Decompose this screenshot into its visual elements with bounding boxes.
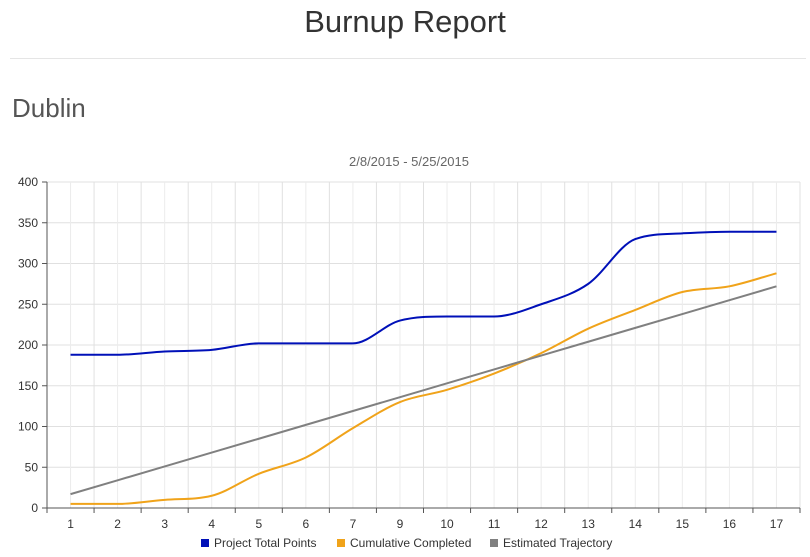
chart-title: 2/8/2015 - 5/25/2015 [349,154,469,169]
x-tick-label: 1 [67,517,74,531]
legend-label: Cumulative Completed [350,536,471,550]
legend-estimated-trajectory[interactable]: Estimated Trajectory [490,536,612,550]
data-point[interactable] [256,340,262,346]
data-point[interactable] [444,380,450,386]
data-point[interactable] [726,229,732,235]
data-point[interactable] [773,270,779,276]
section-title: Dublin [12,93,86,123]
data-point[interactable] [162,463,168,469]
data-point[interactable] [444,313,450,319]
header-divider [10,58,806,59]
y-tick-label: 250 [18,297,38,311]
data-point[interactable] [68,491,74,497]
data-point[interactable] [397,394,403,400]
data-point[interactable] [68,352,74,358]
data-point[interactable] [162,497,168,503]
data-point[interactable] [350,340,356,346]
data-point[interactable] [726,283,732,289]
x-tick-label: 9 [397,517,404,531]
data-point[interactable] [209,450,215,456]
data-point[interactable] [679,289,685,295]
data-point[interactable] [679,230,685,236]
chart-grid [47,181,801,508]
y-tick-label: 0 [31,501,38,515]
y-tick-label: 200 [18,338,38,352]
legend-label: Project Total Points [214,536,317,550]
legend-swatch [490,539,498,547]
page-title: Burnup Report [304,4,506,39]
data-point[interactable] [585,281,591,287]
data-point[interactable] [209,347,215,353]
y-tick-label: 400 [18,175,38,189]
data-point[interactable] [350,425,356,431]
x-tick-label: 2 [114,517,121,531]
legend-swatch [337,539,345,547]
legend-cumulative-completed[interactable]: Cumulative Completed [337,536,471,550]
data-point[interactable] [632,325,638,331]
y-tick-label: 50 [25,460,39,474]
x-tick-label: 12 [534,517,548,531]
x-tick-label: 7 [350,517,357,531]
x-tick-label: 5 [255,517,262,531]
data-point[interactable] [162,349,168,355]
data-point[interactable] [491,366,497,372]
x-tick-label: 14 [629,517,643,531]
legend-label: Estimated Trajectory [503,536,612,550]
data-point[interactable] [585,326,591,332]
data-point[interactable] [397,318,403,324]
cumulative-completed-line [70,272,777,505]
y-tick-label: 150 [18,379,38,393]
data-point[interactable] [538,301,544,307]
y-tick-label: 300 [18,257,38,271]
x-tick-label: 16 [723,517,737,531]
x-tick-label: 13 [582,517,596,531]
burnup-chart: 2/8/2015 - 5/25/2015 0 50 100 150 200 250 300 3… [18,154,801,550]
data-point[interactable] [444,387,450,393]
estimated-trajectory-line [70,285,777,496]
x-tick-label: 10 [440,517,454,531]
data-point[interactable] [256,471,262,477]
data-point[interactable] [491,313,497,319]
data-point[interactable] [115,352,121,358]
data-point[interactable] [303,422,309,428]
data-point[interactable] [115,477,121,483]
x-tick-label: 17 [770,517,784,531]
data-point[interactable] [632,236,638,242]
legend-swatch [201,539,209,547]
chart-legend: Project Total Points Cumulative Completed… [201,536,612,550]
data-point[interactable] [632,307,638,313]
data-point[interactable] [209,493,215,499]
data-point[interactable] [256,436,262,442]
data-point[interactable] [773,283,779,289]
legend-project-total-points[interactable]: Project Total Points [201,536,317,550]
data-point[interactable] [679,311,685,317]
data-point[interactable] [303,454,309,460]
y-tick-label: 350 [18,216,38,230]
x-tick-label: 6 [303,517,310,531]
data-point[interactable] [303,340,309,346]
chart-series [68,229,779,507]
project-total-points-line [70,230,777,356]
data-point[interactable] [773,229,779,235]
x-tick-label: 11 [488,517,501,531]
data-point[interactable] [350,408,356,414]
data-point[interactable] [585,339,591,345]
y-tick-label: 100 [18,420,38,434]
data-point[interactable] [115,501,121,507]
x-tick-label: 15 [676,517,690,531]
x-tick-label: 4 [208,517,215,531]
data-point[interactable] [68,501,74,507]
data-point[interactable] [726,297,732,303]
data-point[interactable] [538,353,544,359]
x-tick-label: 3 [161,517,168,531]
